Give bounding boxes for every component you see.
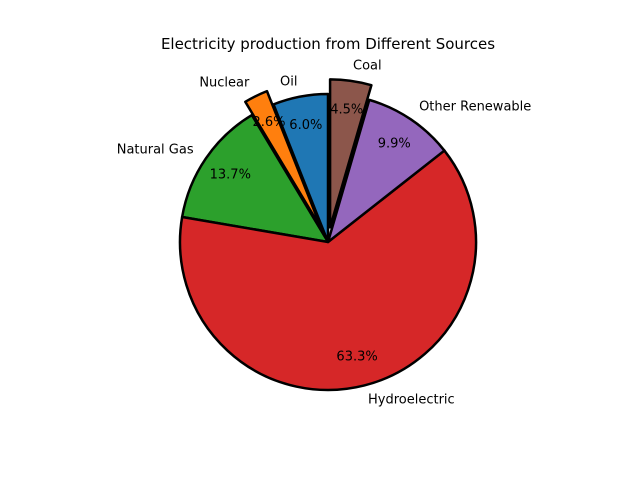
- slice-pct-other-renewable: 9.9%: [378, 136, 411, 151]
- chart-title: Electricity production from Different So…: [161, 35, 495, 53]
- slice-label-oil: Oil: [280, 75, 297, 90]
- pie-labels: Oil 6.0% Nuclear 2.6% Natural Gas 13.7% Hydroe…: [117, 59, 532, 408]
- pie-slices: [178, 78, 478, 392]
- slice-pct-hydroelectric: 63.3%: [336, 349, 377, 364]
- slice-pct-natural-gas: 13.7%: [210, 168, 251, 183]
- slice-label-other-renewable: Other Renewable: [419, 100, 531, 115]
- slice-label-coal: Coal: [353, 59, 382, 74]
- slice-label-natural-gas: Natural Gas: [117, 143, 194, 158]
- slice-pct-coal: 4.5%: [330, 103, 363, 118]
- pie-slice-nuclear: [244, 89, 323, 230]
- slice-label-nuclear: Nuclear: [199, 75, 250, 90]
- pie-slice-natural-gas: [180, 113, 330, 244]
- slice-pct-oil: 6.0%: [289, 118, 322, 133]
- pie-slice-other-renewable: [326, 98, 446, 244]
- pie-slice-coal: [328, 78, 373, 229]
- slice-pct-nuclear: 2.6%: [253, 115, 286, 130]
- slice-label-hydroelectric: Hydroelectric: [368, 392, 455, 407]
- pie-slice-hydroelectric: [178, 149, 478, 392]
